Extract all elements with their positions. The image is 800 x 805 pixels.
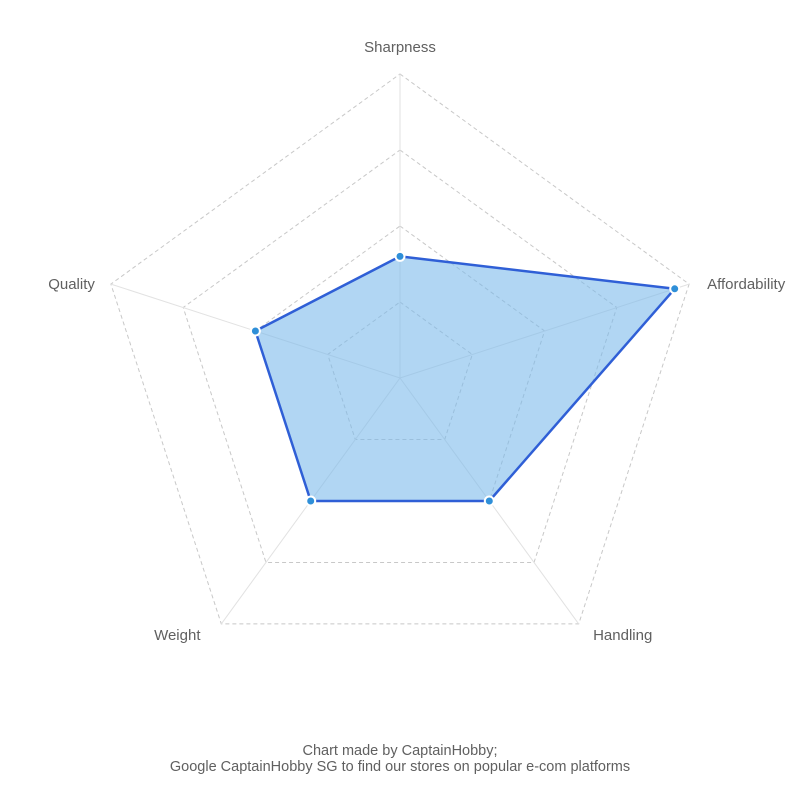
axis-label-layer: Sharpness Affordability Handling Weight Qual…: [48, 39, 785, 644]
series-area-1: [254, 255, 676, 503]
data-point-quality[interactable]: [249, 325, 261, 337]
axis-label-affordability: Affordability: [707, 276, 786, 293]
data-point-affordability[interactable]: [669, 283, 681, 295]
axis-label-quality: Quality: [48, 276, 95, 293]
footer-line-1: Chart made by CaptainHobby;: [302, 743, 498, 759]
data-point-sharpness[interactable]: [394, 250, 406, 262]
data-point-weight[interactable]: [305, 495, 317, 507]
point-layer: [249, 250, 681, 507]
axis-label-sharpness: Sharpness: [364, 39, 436, 56]
grid-ring-3: [182, 149, 618, 563]
axis-label-weight: Weight: [154, 627, 201, 644]
series-layer: [254, 255, 676, 503]
footer-line-2: Google CaptainHobby SG to find our store…: [169, 759, 631, 775]
footer-credit: Chart made by CaptainHobby; Google Capta…: [0, 743, 800, 775]
axis-label-handling: Handling: [593, 627, 652, 644]
data-point-handling[interactable]: [483, 495, 495, 507]
grid-ring-4: [110, 73, 690, 625]
